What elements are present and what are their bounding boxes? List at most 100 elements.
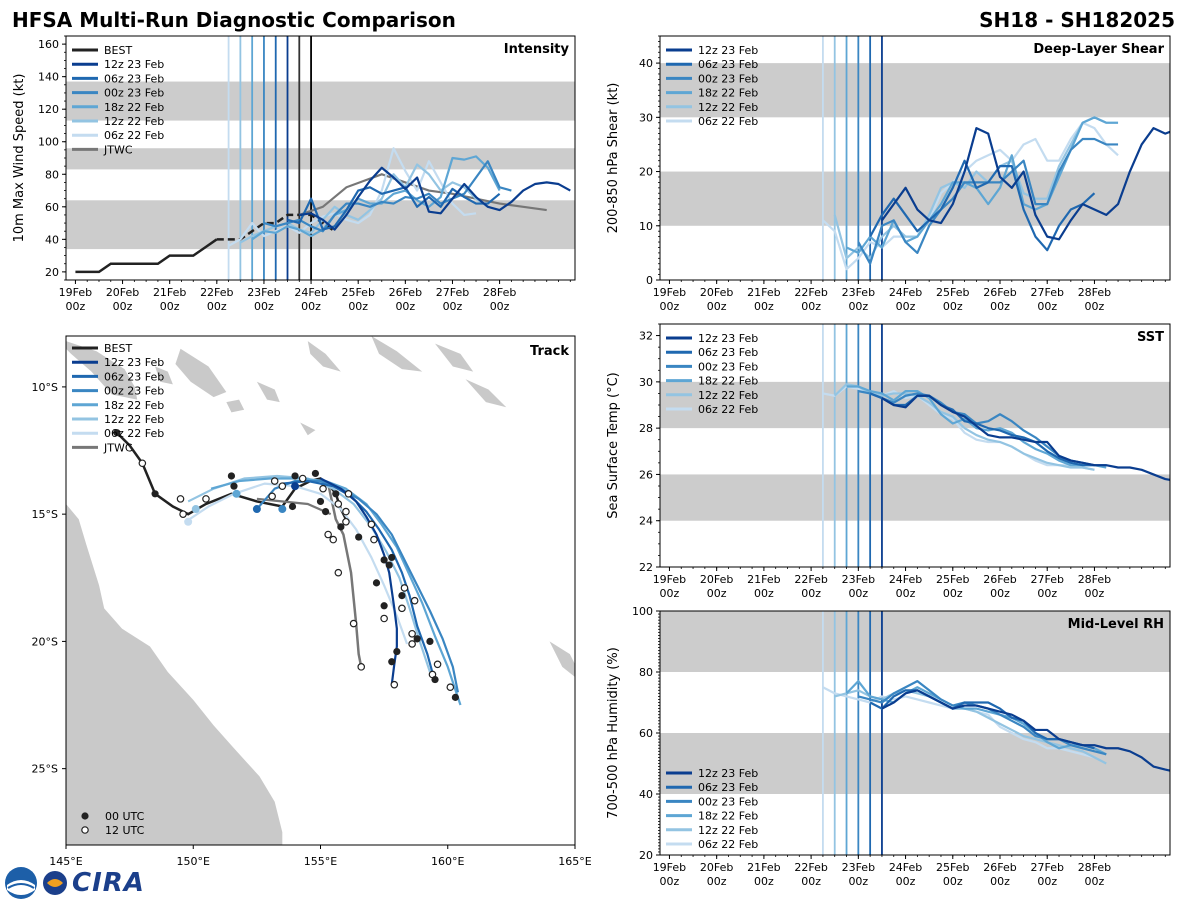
track-marker-12utc	[367, 520, 376, 529]
shear-legend-label-0: 12z 23 Feb	[698, 44, 758, 57]
track-xtick-label: 155°E	[304, 855, 337, 868]
track-marker-12utc	[334, 568, 343, 577]
shear-ytick-label: 10	[639, 220, 653, 233]
track-marker-12utc	[390, 680, 399, 689]
shear-xtick-label: 00z	[990, 300, 1010, 313]
track-series-4	[187, 474, 431, 673]
intensity-xtick-label: 00z	[254, 300, 274, 313]
land-1	[66, 336, 138, 400]
track-legend-label-3: 00z 23 Feb	[104, 385, 164, 398]
rh-legend-label-1: 06z 23 Feb	[698, 781, 758, 794]
track-legend-label-2: 06z 23 Feb	[104, 370, 164, 383]
shear-series-3	[846, 116, 1119, 254]
intensity-ytick-label: 40	[45, 233, 59, 246]
sst-xtick-label: 00z	[896, 587, 916, 600]
rh-series-0	[881, 689, 1170, 772]
track-ytick-label: 10°S	[32, 381, 58, 394]
shear-xtick-label: 26Feb	[983, 286, 1016, 299]
rh-xtick-label: 25Feb	[936, 861, 969, 874]
track-marker-00utc	[230, 482, 238, 490]
intensity-xtick-label: 25Feb	[341, 286, 374, 299]
sst-band-0	[660, 474, 1170, 521]
sst-panel: 22242628303219Feb00z20Feb00z21Feb00z22Fe…	[606, 323, 1171, 600]
track-marker-12utc	[298, 474, 307, 483]
intensity-xtick-label: 00z	[160, 300, 180, 313]
track-marker-12utc	[179, 510, 187, 518]
sst-xtick-label: 25Feb	[936, 573, 969, 586]
shear-series-4	[833, 116, 1107, 260]
cira-globe-icon	[43, 871, 67, 895]
sst-series-3	[846, 385, 1107, 469]
track-legend-00utc-marker	[81, 812, 89, 820]
track-series-5	[185, 482, 409, 645]
intensity-xtick-label: 23Feb	[247, 286, 280, 299]
track-marker-00utc	[413, 635, 421, 643]
intensity-series-2	[263, 160, 512, 233]
cira-text: CIRA	[72, 868, 145, 898]
track-marker-12utc	[408, 640, 416, 648]
sst-xtick-label: 00z	[848, 587, 868, 600]
track-title: Track	[530, 344, 569, 359]
track-marker-00utc	[227, 472, 236, 480]
land-7	[307, 341, 341, 372]
track-marker-00utc	[431, 675, 439, 684]
intensity-ytick-label: 160	[38, 38, 59, 51]
track-marker-12utc	[329, 535, 338, 544]
intensity-legend-label-4: 18z 22 Feb	[104, 101, 164, 114]
track-marker-12utc	[398, 604, 406, 613]
shear-xtick-label: 24Feb	[889, 286, 922, 299]
rh-xtick-label: 20Feb	[700, 861, 733, 874]
shear-legend-label-2: 00z 23 Feb	[698, 72, 758, 85]
track-marker-00utc	[321, 508, 330, 516]
intensity-xtick-label: 00z	[66, 300, 86, 313]
rh-xtick-label: 00z	[1085, 875, 1105, 888]
intensity-xtick-label: 26Feb	[389, 286, 422, 299]
sst-xtick-label: 28Feb	[1078, 573, 1111, 586]
track-marker-00utc	[380, 602, 388, 610]
track-marker-12utc	[410, 596, 419, 605]
sst-xtick-label: 00z	[1037, 587, 1057, 600]
rh-title: Mid-Level RH	[1068, 617, 1164, 632]
rh-xtick-label: 00z	[990, 875, 1010, 888]
shear-xtick-label: 00z	[896, 300, 916, 313]
track-legend-label-5: 12z 22 Feb	[104, 413, 164, 426]
track-marker-00utc	[311, 469, 320, 478]
track-xtick-label: 145°E	[49, 855, 82, 868]
sst-xtick-label: 19Feb	[653, 573, 686, 586]
track-ytick-label: 25°S	[32, 763, 58, 776]
intensity-xtick-label: 00z	[443, 300, 463, 313]
track-marker-12utc	[319, 484, 327, 493]
track-marker-12utc	[408, 629, 416, 638]
track-marker-12utc	[268, 492, 276, 501]
shear-ytick-label: 20	[639, 166, 653, 179]
land-11	[549, 641, 575, 678]
intensity-xtick-label: 22Feb	[200, 286, 233, 299]
intensity-ytick-label: 120	[38, 103, 59, 116]
noaa-logo-icon	[5, 867, 37, 899]
track-marker-00utc	[398, 591, 406, 600]
land-5	[256, 381, 280, 403]
track-xtick-label: 165°E	[558, 855, 591, 868]
sst-xtick-label: 23Feb	[842, 573, 875, 586]
shear-ytick-label: 0	[646, 274, 653, 287]
sst-legend-label-1: 06z 23 Feb	[698, 346, 758, 359]
track-marker-00utc	[388, 553, 396, 562]
track-marker-12utc	[380, 614, 388, 623]
shear-frame	[659, 35, 1171, 281]
track-marker-00utc	[113, 429, 121, 437]
sst-ytick-label: 28	[639, 422, 653, 435]
track-marker-00utc	[291, 472, 299, 480]
intensity-title: Intensity	[504, 42, 570, 57]
land-4	[226, 399, 245, 413]
track-marker-12utc	[344, 489, 353, 498]
track-ytick-label: 20°S	[32, 635, 58, 648]
track-marker-12utc	[370, 535, 378, 544]
track-marker-12utc	[202, 495, 210, 503]
rh-legend-label-0: 12z 23 Feb	[698, 767, 758, 780]
shear-xtick-label: 22Feb	[794, 286, 827, 299]
sst-ytick-label: 22	[639, 561, 653, 574]
sst-xtick-label: 00z	[943, 587, 963, 600]
intensity-best-line	[75, 238, 218, 274]
shear-ytick-label: 30	[639, 111, 653, 124]
track-init-point	[184, 517, 193, 526]
